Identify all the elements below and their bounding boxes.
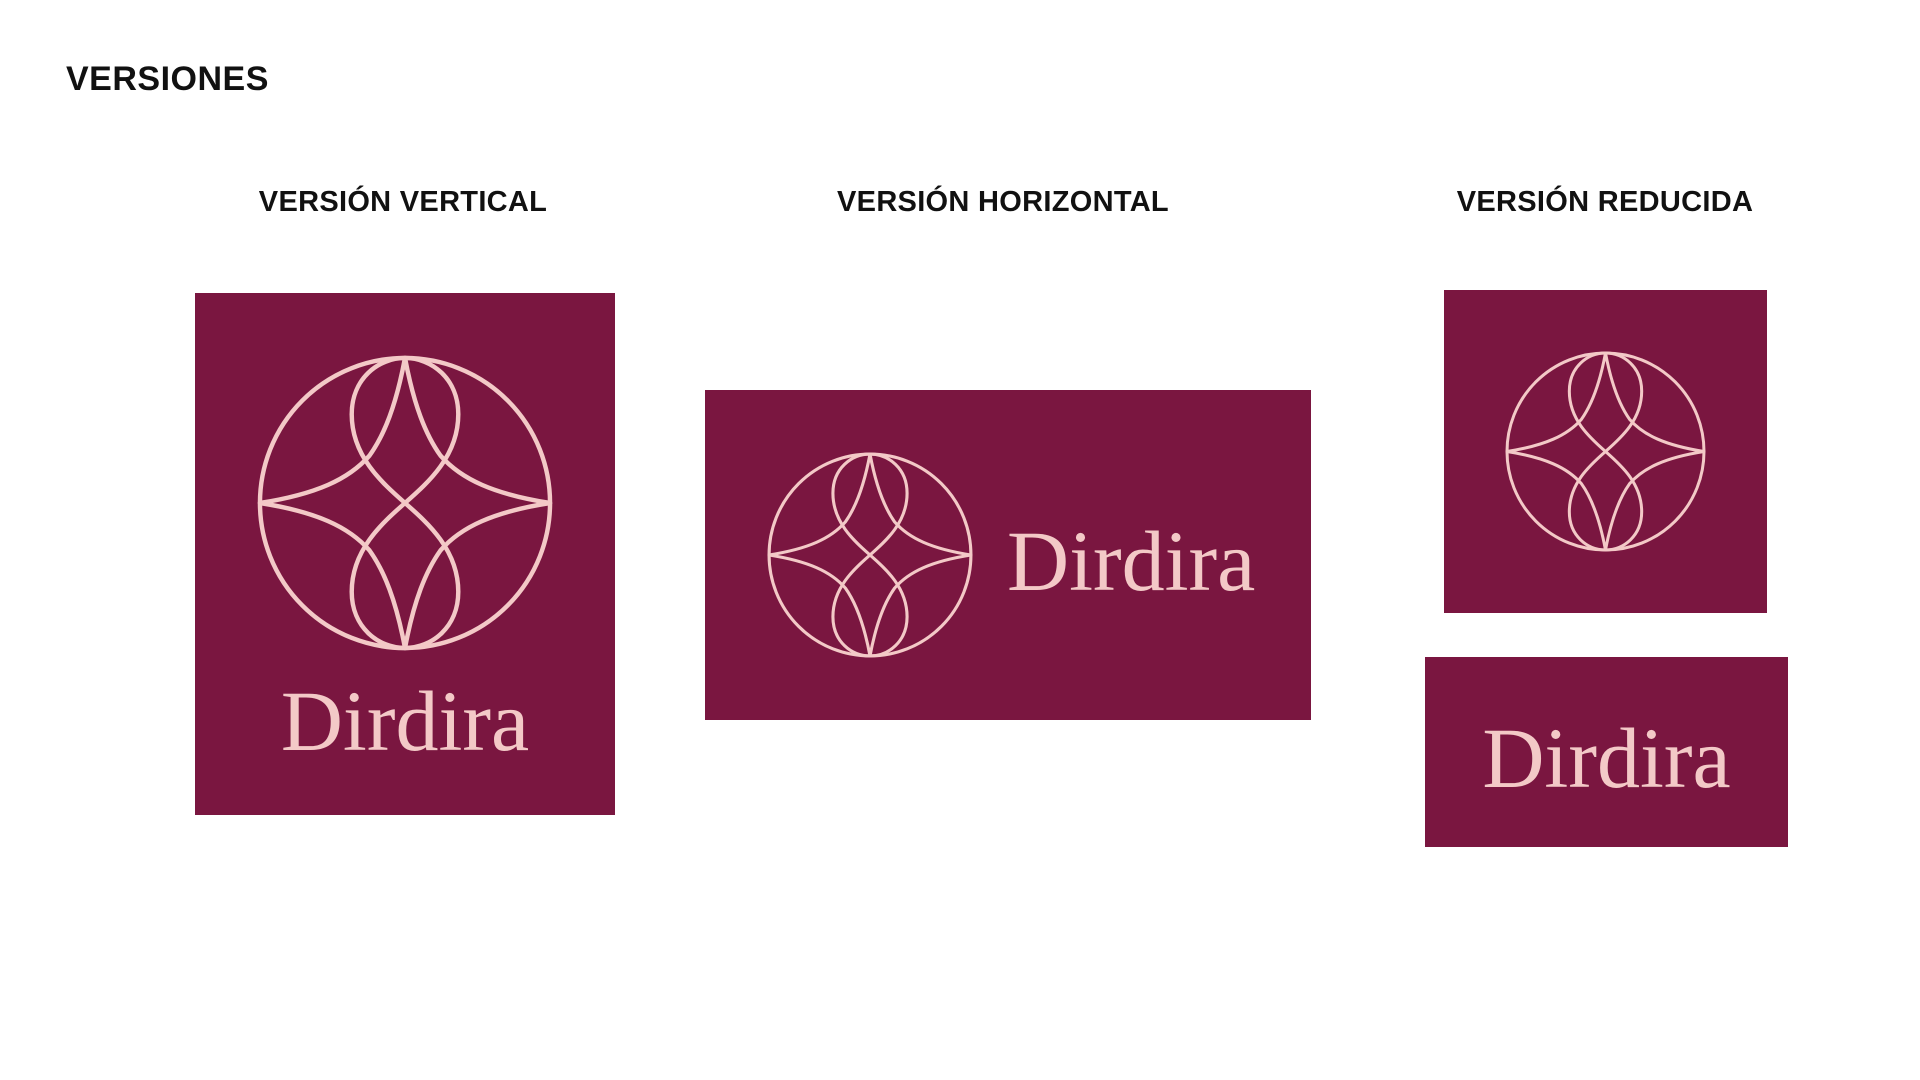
- wordmark: Dirdira: [280, 673, 530, 769]
- wordmark: Dirdira: [1482, 710, 1731, 806]
- version-reduced-title: VERSIÓN REDUCIDA: [1456, 186, 1754, 218]
- version-horizontal-title: VERSIÓN HORIZONTAL: [837, 186, 1169, 218]
- circle-star-emblem-icon: [1505, 351, 1706, 552]
- logo-panel-horizontal: Dirdira: [705, 390, 1311, 720]
- logo-panel-reduced-wordmark: Dirdira: [1425, 657, 1788, 847]
- circle-star-emblem-icon: [257, 355, 553, 651]
- logo-panel-reduced-emblem: [1444, 290, 1767, 613]
- logo-panel-vertical: Dirdira: [195, 293, 615, 815]
- wordmark: Dirdira: [1007, 513, 1256, 609]
- version-vertical-title: VERSIÓN VERTICAL: [258, 186, 548, 218]
- page-title: VERSIONES: [66, 60, 269, 98]
- circle-star-emblem-icon: [767, 452, 973, 658]
